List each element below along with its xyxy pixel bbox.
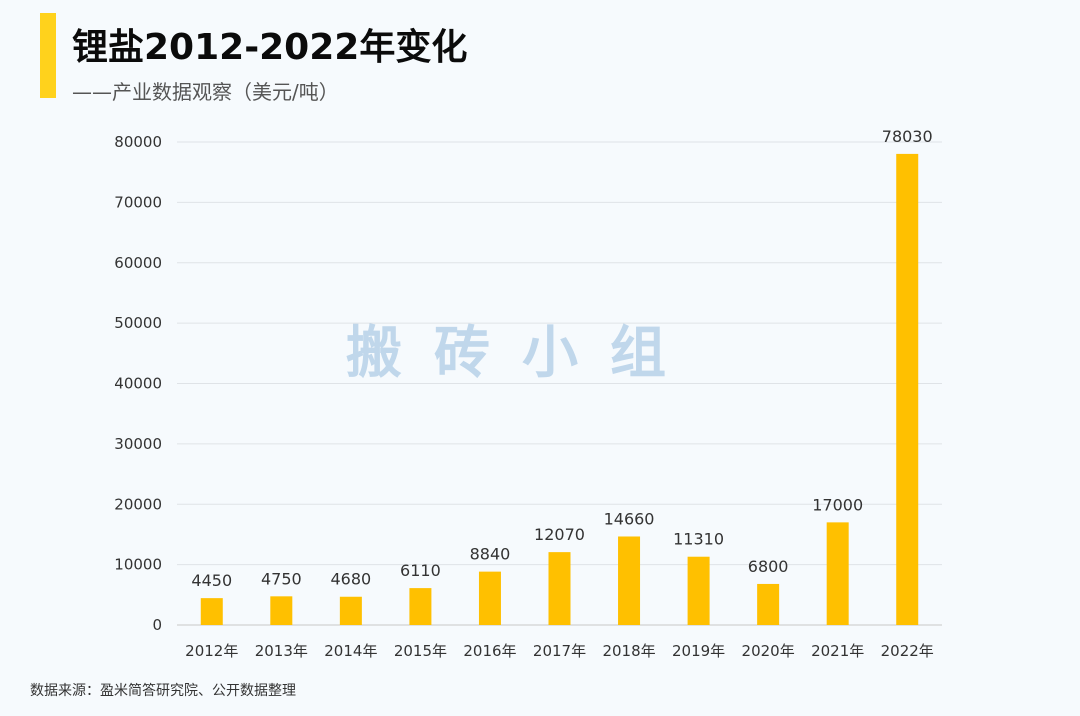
x-tick-label: 2021年 — [811, 642, 864, 660]
data-label: 4450 — [191, 571, 232, 590]
x-tick-label: 2020年 — [742, 642, 795, 660]
bar — [896, 153, 919, 626]
y-tick-label: 0 — [152, 616, 162, 634]
y-tick-label: 70000 — [114, 193, 162, 211]
data-label: 4750 — [261, 569, 302, 588]
chart-title: 锂盐2012-2022年变化 — [72, 27, 468, 68]
y-tick-label: 30000 — [114, 435, 162, 453]
x-tick-label: 2019年 — [672, 642, 725, 660]
data-label: 8840 — [470, 545, 511, 564]
bar — [757, 583, 780, 625]
title-accent-bar — [40, 13, 56, 98]
y-tick-label: 10000 — [114, 556, 162, 574]
x-tick-label: 2016年 — [463, 642, 516, 660]
y-tick-label: 80000 — [114, 133, 162, 151]
y-tick-label: 40000 — [114, 375, 162, 393]
x-tick-label: 2022年 — [881, 642, 934, 660]
x-tick-label: 2015年 — [394, 642, 447, 660]
chart-subtitle: ——产业数据观察（美元/吨） — [72, 80, 339, 104]
y-tick-label: 60000 — [114, 254, 162, 272]
bar — [618, 536, 641, 625]
bar — [687, 556, 710, 625]
data-label: 11310 — [673, 530, 724, 549]
bar — [200, 598, 223, 625]
x-tick-label: 2014年 — [324, 642, 377, 660]
x-tick-label: 2017年 — [533, 642, 586, 660]
bar — [409, 588, 432, 625]
data-label: 78030 — [882, 127, 933, 146]
bar — [270, 596, 293, 625]
x-tick-label: 2013年 — [255, 642, 308, 660]
bar — [826, 522, 849, 625]
bar — [478, 571, 501, 625]
data-label: 6110 — [400, 561, 441, 580]
data-label: 12070 — [534, 525, 585, 544]
data-source-note: 数据来源：盈米简答研究院、公开数据整理 — [30, 683, 296, 699]
y-tick-label: 50000 — [114, 314, 162, 332]
x-tick-label: 2012年 — [185, 642, 238, 660]
data-label: 6800 — [748, 557, 789, 576]
data-label: 14660 — [604, 509, 655, 528]
y-tick-label: 20000 — [114, 495, 162, 513]
bar — [339, 596, 362, 625]
bar — [548, 552, 571, 625]
x-tick-label: 2018年 — [602, 642, 655, 660]
data-label: 17000 — [812, 495, 863, 514]
data-label: 4680 — [331, 570, 372, 589]
